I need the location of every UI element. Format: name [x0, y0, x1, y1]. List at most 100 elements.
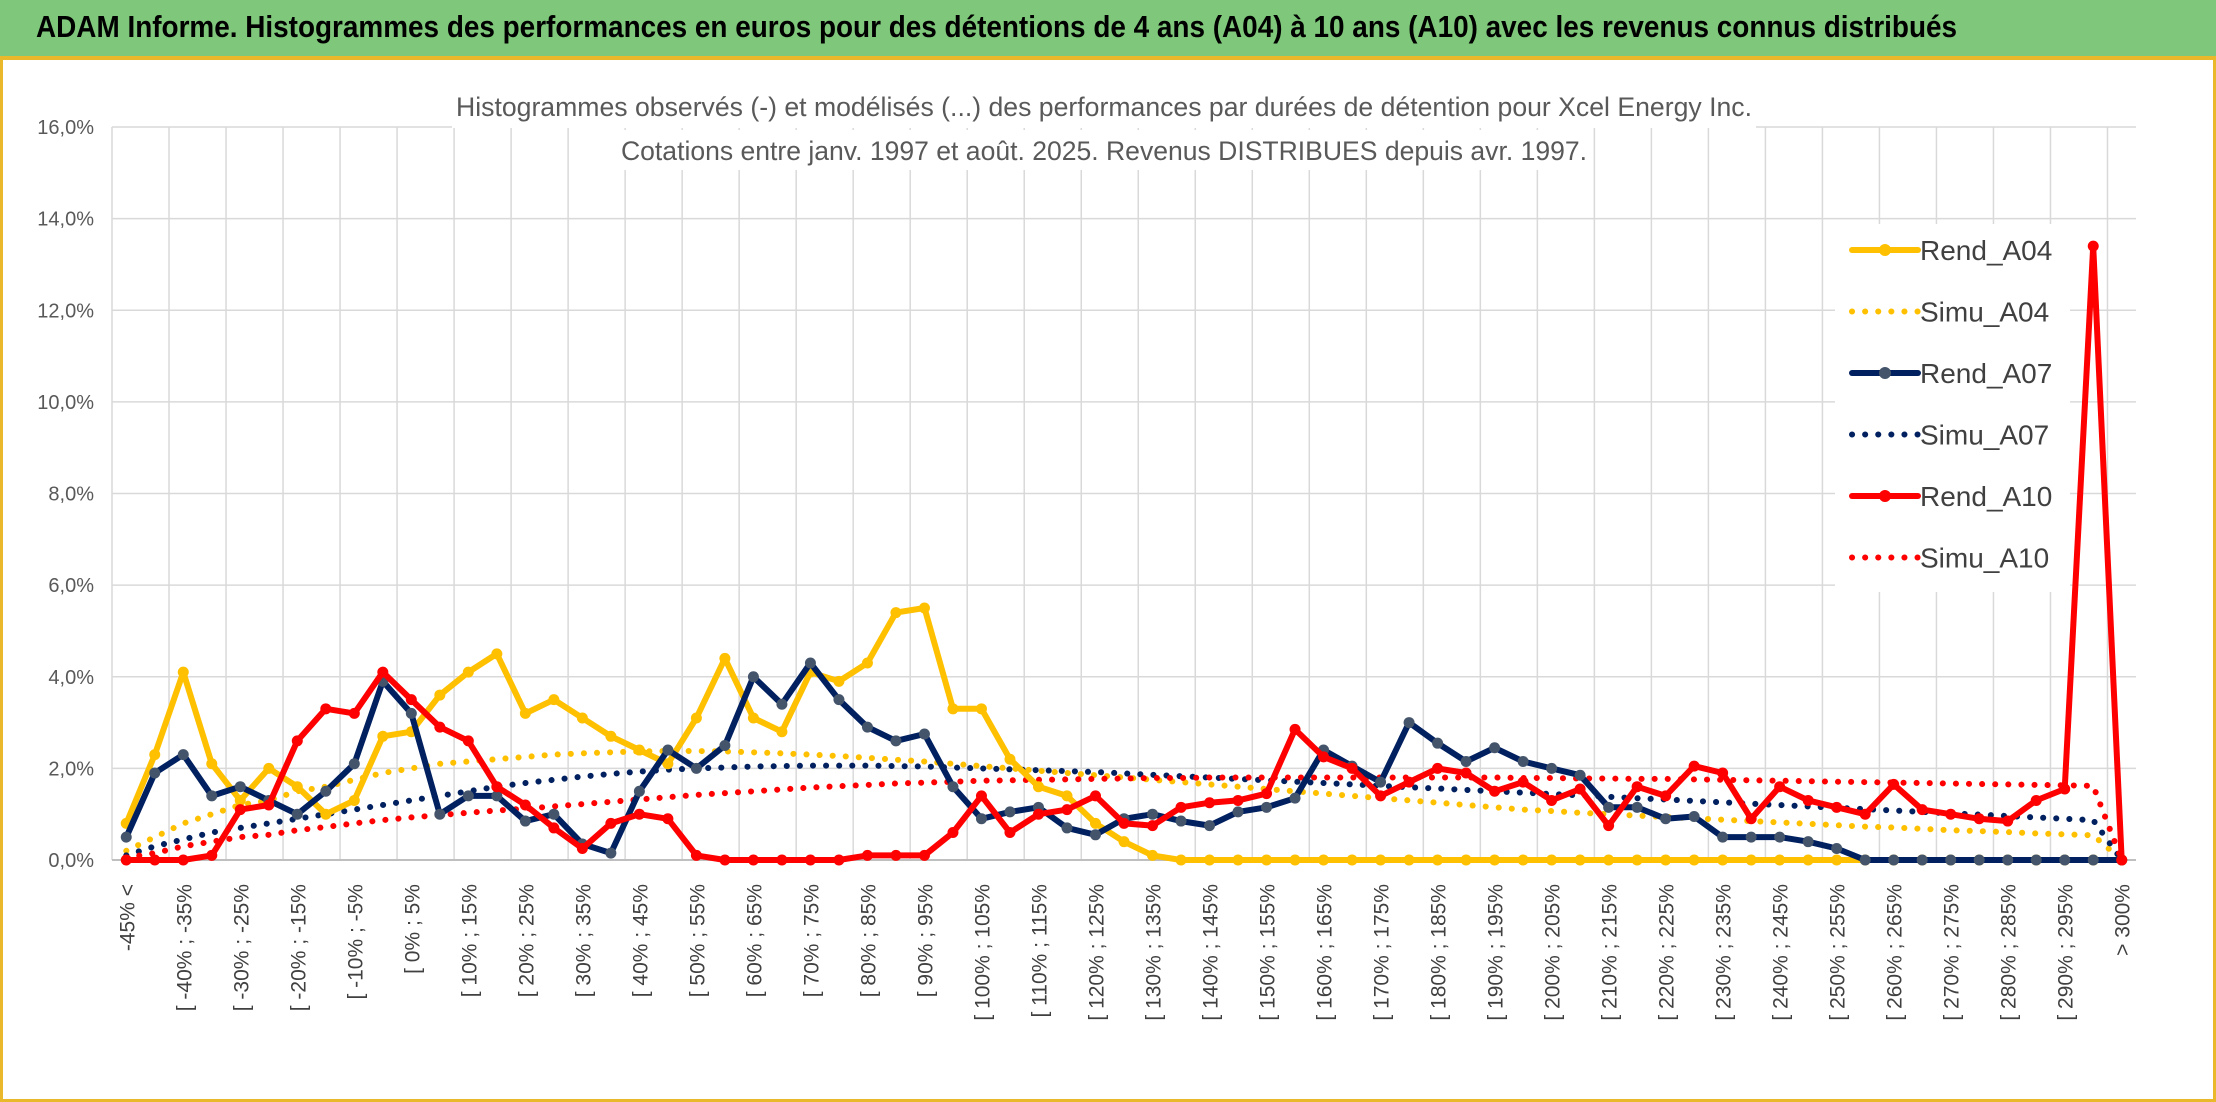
- legend-marker: [1879, 244, 1891, 256]
- data-point-rend_a10: [405, 694, 417, 706]
- data-point-rend_a07: [1204, 820, 1216, 832]
- data-point-rend_a10: [1147, 820, 1159, 832]
- data-point-rend_a07: [1261, 801, 1273, 813]
- data-point-rend_a10: [1318, 751, 1330, 763]
- data-point-rend_a07: [1660, 813, 1672, 825]
- legend-label: Rend_A10: [1920, 481, 2052, 512]
- data-point-rend_a07: [519, 815, 531, 827]
- data-point-rend_a04: [1089, 817, 1101, 829]
- data-point-rend_a07: [1517, 756, 1529, 768]
- legend-label: Simu_A04: [1920, 297, 2049, 328]
- data-point-rend_a10: [576, 843, 588, 855]
- data-point-rend_a07: [548, 808, 560, 820]
- data-point-rend_a07: [947, 781, 959, 793]
- data-point-rend_a07: [1489, 742, 1501, 754]
- data-point-rend_a04: [1289, 854, 1301, 866]
- data-point-rend_a10: [1916, 804, 1928, 816]
- data-point-rend_a07: [1717, 831, 1729, 843]
- x-tick-label: [ -30% ; -25%: [230, 884, 253, 1011]
- data-point-rend_a07: [434, 808, 446, 820]
- data-point-rend_a07: [804, 657, 816, 669]
- data-point-rend_a10: [519, 799, 531, 811]
- data-point-rend_a07: [2059, 854, 2071, 866]
- data-point-rend_a07: [1688, 810, 1700, 822]
- data-point-rend_a04: [1403, 854, 1415, 866]
- data-point-rend_a04: [861, 657, 873, 669]
- data-point-rend_a04: [1261, 854, 1273, 866]
- gridlines: [111, 126, 2136, 861]
- data-point-rend_a10: [2087, 240, 2099, 252]
- data-point-rend_a10: [320, 703, 332, 715]
- data-point-rend_a10: [462, 735, 474, 747]
- chart-subtitle-background: [620, 130, 1592, 170]
- x-tick-label: [ 200% ; 205%: [1542, 884, 1565, 1021]
- x-tick-label: [ -20% ; -15%: [287, 884, 310, 1011]
- data-point-rend_a04: [1460, 854, 1472, 866]
- x-tick-label: [ 160% ; 165%: [1314, 884, 1337, 1021]
- y-tick-label: 14,0%: [37, 209, 94, 231]
- chart-frame: [0, 60, 2216, 1102]
- data-point-rend_a10: [1660, 790, 1672, 802]
- data-point-rend_a10: [2116, 854, 2128, 866]
- data-point-rend_a04: [1717, 854, 1729, 866]
- data-point-rend_a10: [890, 849, 902, 861]
- legend: Rend_A04 Simu_A04 Rend_A07 Simu_A07 Rend_A10…: [1835, 224, 2070, 592]
- x-tick-label: [ 50% ; 55%: [686, 884, 709, 997]
- data-point-rend_a04: [1745, 854, 1757, 866]
- data-point-rend_a04: [1574, 854, 1586, 866]
- data-point-rend_a07: [2030, 854, 2042, 866]
- y-tick-label: 2,0%: [48, 758, 94, 780]
- data-point-rend_a04: [747, 712, 759, 724]
- data-point-rend_a04: [1232, 854, 1244, 866]
- data-point-rend_a10: [1089, 790, 1101, 802]
- data-point-rend_a10: [1061, 804, 1073, 816]
- data-point-rend_a10: [861, 849, 873, 861]
- data-point-rend_a07: [1375, 776, 1387, 788]
- y-tick-label: 4,0%: [48, 667, 94, 689]
- data-point-rend_a10: [1688, 760, 1700, 772]
- x-tick-label: [ 140% ; 145%: [1200, 884, 1223, 1021]
- data-point-rend_a07: [747, 671, 759, 683]
- data-point-rend_a07: [861, 721, 873, 733]
- data-point-rend_a04: [234, 794, 246, 806]
- data-point-rend_a04: [1489, 854, 1501, 866]
- data-point-rend_a04: [519, 707, 531, 719]
- data-point-rend_a04: [1517, 854, 1529, 866]
- data-point-rend_a04: [1603, 854, 1615, 866]
- data-point-rend_a10: [1717, 767, 1729, 779]
- x-tick-label: [ 260% ; 265%: [1884, 884, 1907, 1021]
- data-point-rend_a10: [149, 854, 161, 866]
- y-axis-ticks: 0,0% 2,0% 4,0% 6,0% 8,0% 10,0% 12,0% 14,0% 16,0%: [37, 117, 94, 872]
- data-point-rend_a04: [947, 703, 959, 715]
- data-point-rend_a10: [776, 854, 788, 866]
- data-point-rend_a07: [348, 758, 360, 770]
- x-tick-label: [ 90% ; 95%: [914, 884, 937, 997]
- data-point-rend_a10: [1118, 817, 1130, 829]
- data-point-rend_a10: [1289, 723, 1301, 735]
- x-tick-label: [ -10% ; -5%: [344, 884, 367, 1000]
- data-point-rend_a04: [348, 794, 360, 806]
- x-tick-label: [ 70% ; 75%: [800, 884, 823, 997]
- data-point-rend_a04: [1032, 781, 1044, 793]
- data-point-rend_a10: [234, 804, 246, 816]
- data-point-rend_a07: [491, 790, 503, 802]
- data-point-rend_a10: [605, 817, 617, 829]
- data-point-rend_a04: [975, 703, 987, 715]
- data-point-rend_a04: [719, 652, 731, 664]
- data-point-rend_a07: [2087, 854, 2099, 866]
- data-point-rend_a04: [1432, 854, 1444, 866]
- data-point-rend_a07: [1574, 769, 1586, 781]
- data-point-rend_a04: [1831, 854, 1843, 866]
- title-banner: ADAM Informe. Histogrammes des performan…: [0, 0, 2216, 60]
- data-point-rend_a04: [291, 781, 303, 793]
- y-tick-label: 10,0%: [37, 392, 94, 414]
- data-point-rend_a07: [206, 790, 218, 802]
- x-tick-label: > 300%: [2112, 884, 2135, 956]
- data-point-rend_a04: [177, 666, 189, 678]
- data-point-rend_a10: [1603, 820, 1615, 832]
- data-point-rend_a04: [434, 689, 446, 701]
- data-point-rend_a07: [1232, 806, 1244, 818]
- data-point-rend_a04: [1375, 854, 1387, 866]
- data-point-rend_a10: [1831, 801, 1843, 813]
- data-point-rend_a07: [1945, 854, 1957, 866]
